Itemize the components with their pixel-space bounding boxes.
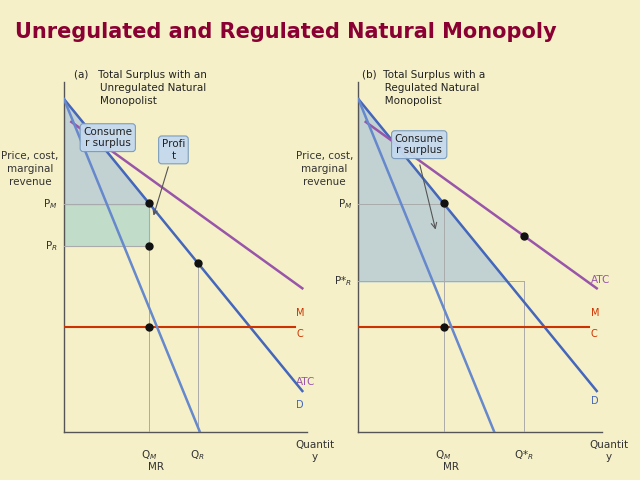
Text: Q$_M$: Q$_M$ [435,448,452,462]
Polygon shape [64,204,149,246]
Text: Consume
r surplus: Consume r surplus [83,127,132,148]
Text: ATC: ATC [591,275,610,285]
Text: P*$_R$: P*$_R$ [335,275,353,288]
Text: Quantit
y: Quantit y [295,441,334,462]
Text: (a)   Total Surplus with an
        Unregulated Natural
        Monopolist: (a) Total Surplus with an Unregulated Na… [74,70,207,106]
Text: Q$_R$: Q$_R$ [191,448,205,462]
Text: MR: MR [443,462,459,472]
Text: Profi
t: Profi t [153,139,185,215]
Text: P$_R$: P$_R$ [45,240,58,253]
Text: (b)  Total Surplus with a
       Regulated Natural
       Monopolist: (b) Total Surplus with a Regulated Natur… [362,70,485,106]
Text: Unregulated and Regulated Natural Monopoly: Unregulated and Regulated Natural Monopo… [15,23,556,42]
Text: Price, cost,
marginal
revenue: Price, cost, marginal revenue [1,151,59,187]
Text: Price, cost,
marginal
revenue: Price, cost, marginal revenue [296,151,353,187]
Text: M: M [296,308,305,318]
Text: Quantit
y: Quantit y [589,441,628,462]
Text: C: C [591,329,597,338]
Text: Q*$_R$: Q*$_R$ [514,448,534,462]
Text: P$_M$: P$_M$ [44,197,58,211]
Text: D: D [591,396,598,406]
Text: Q$_M$: Q$_M$ [141,448,157,462]
Text: C: C [296,329,303,338]
Text: Consume
r surplus: Consume r surplus [395,134,444,156]
Text: P$_M$: P$_M$ [338,197,353,211]
Text: M: M [591,308,599,318]
Text: ATC: ATC [296,377,316,387]
Text: D: D [296,399,304,409]
Text: MR: MR [148,462,164,472]
